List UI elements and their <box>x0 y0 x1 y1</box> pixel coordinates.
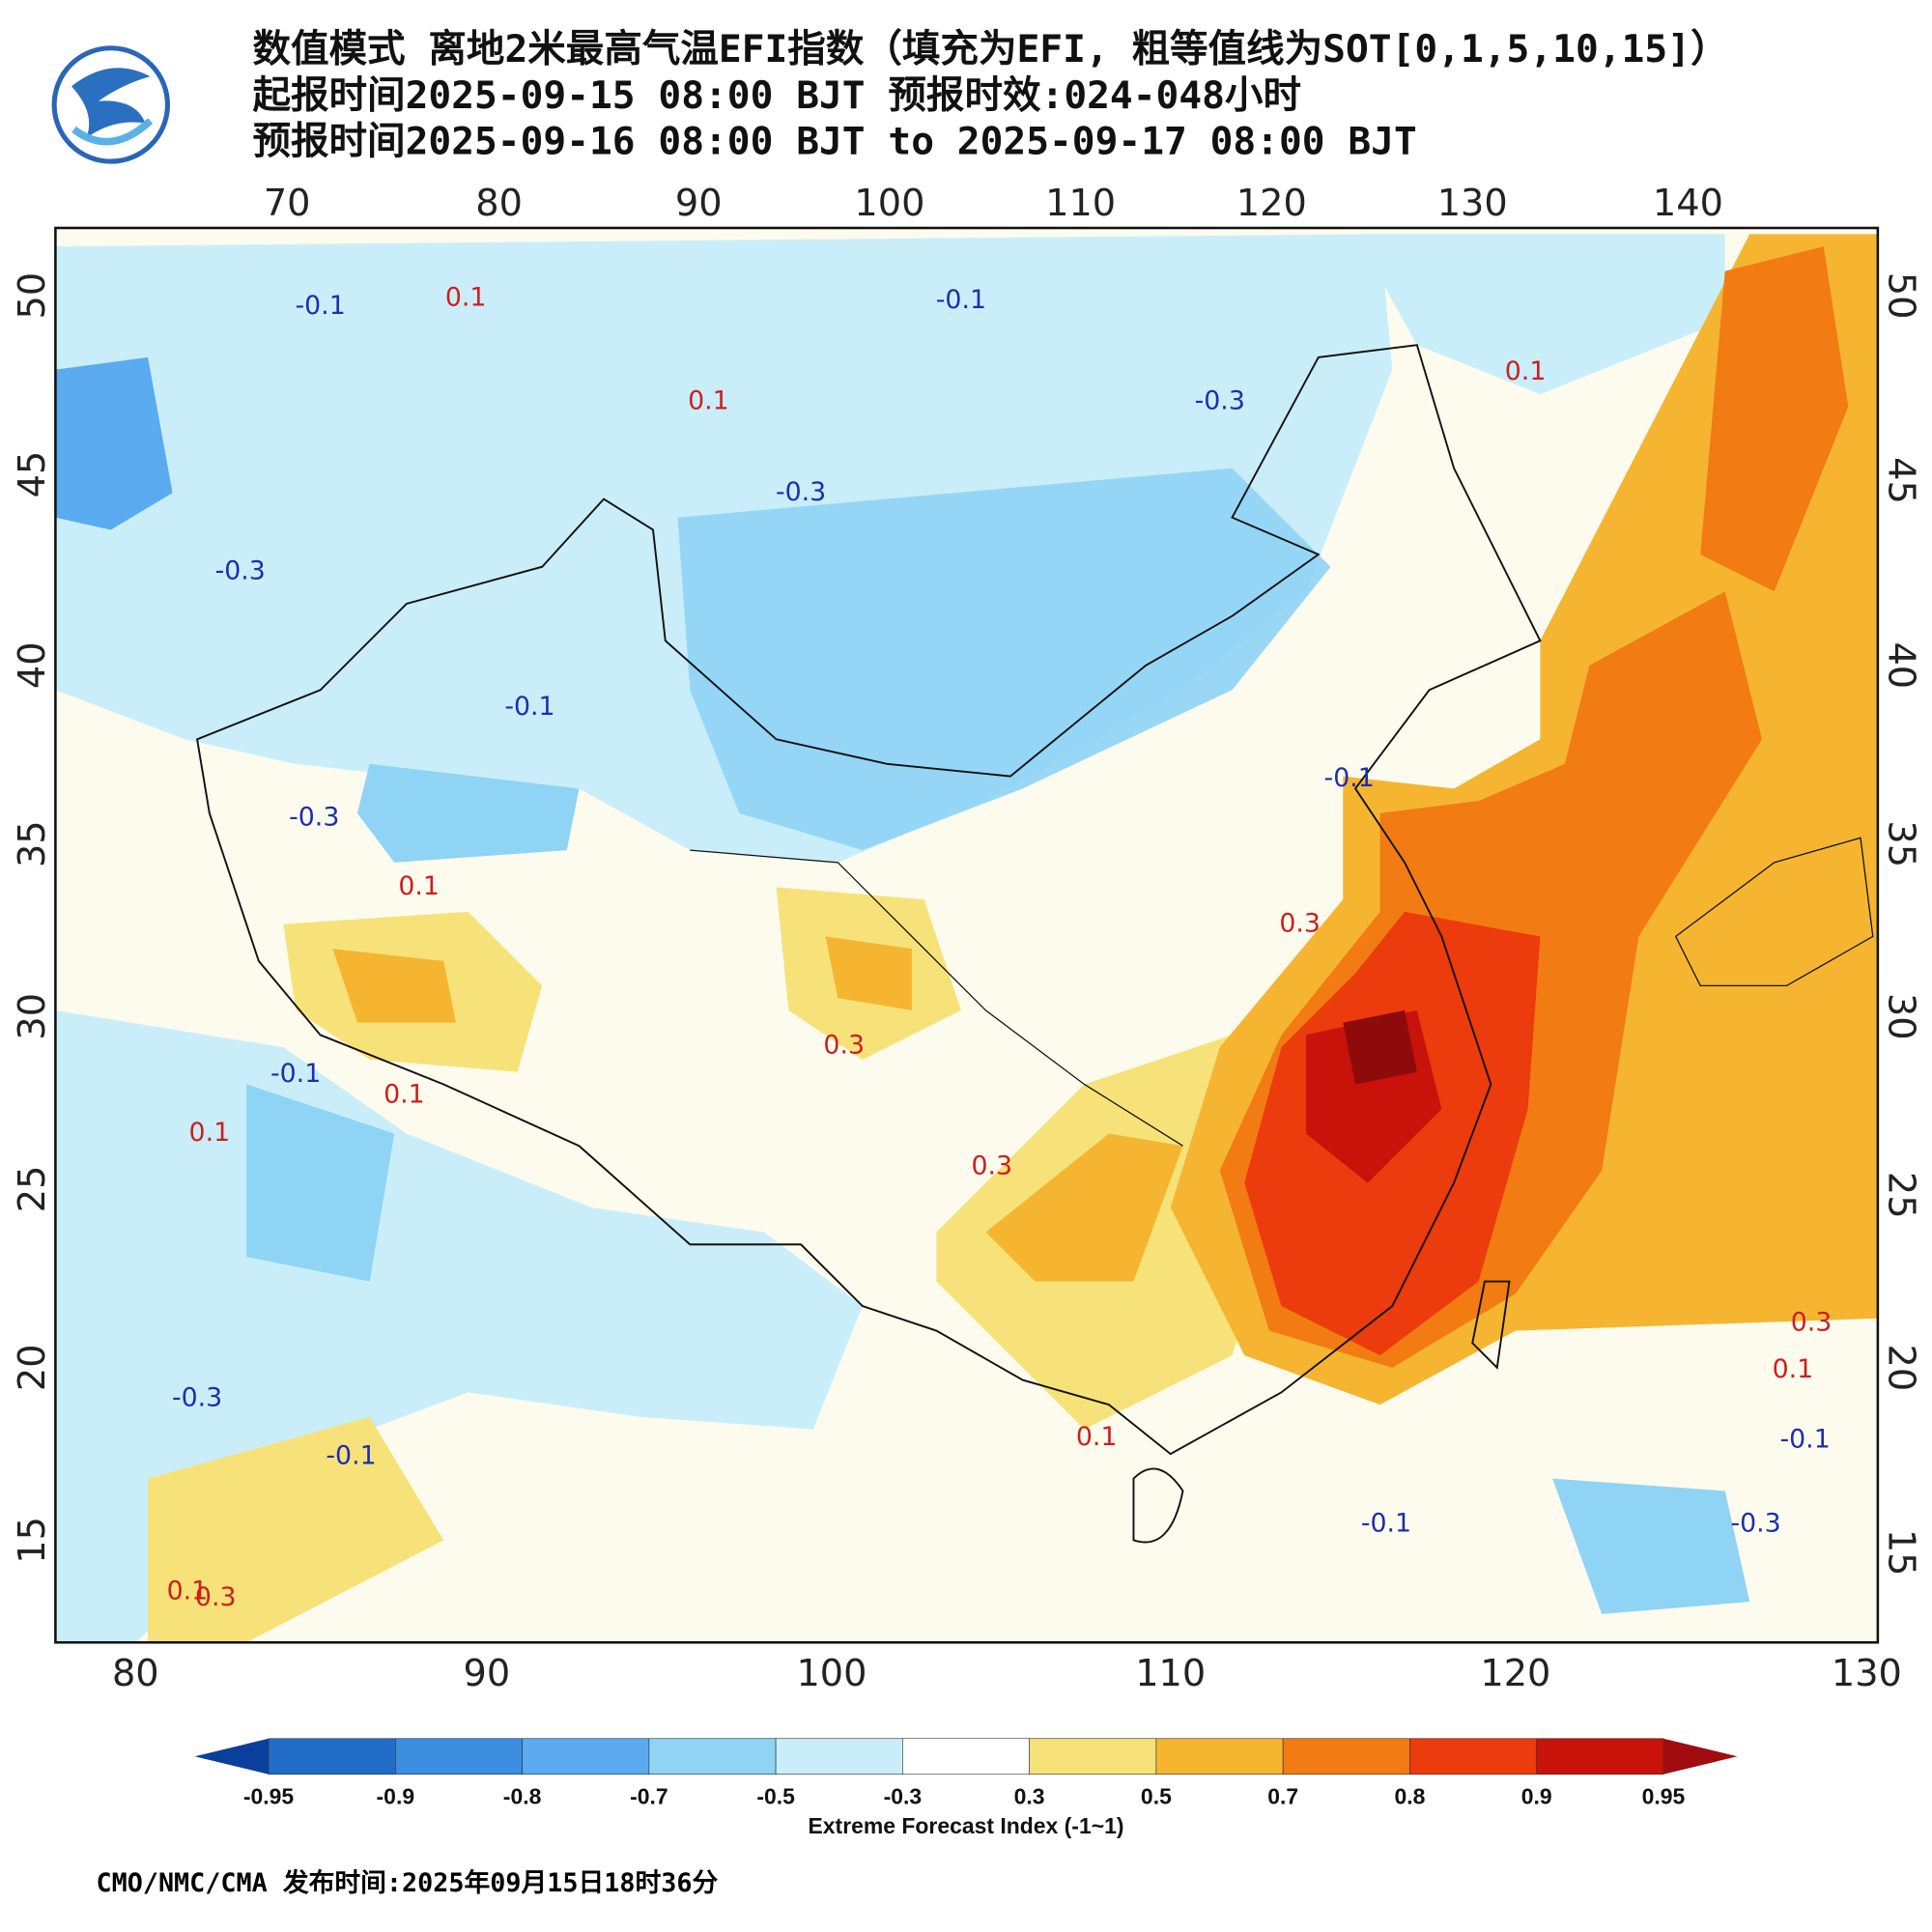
right-lat-label: 20 <box>1879 1344 1922 1391</box>
contour-label: -0.1 <box>936 285 986 315</box>
colorbar-tick-label: 0.8 <box>1394 1783 1425 1808</box>
contour-label: -0.1 <box>504 692 554 722</box>
contour-label: -0.1 <box>1780 1425 1831 1455</box>
bottom-lon-label: 90 <box>463 1652 510 1695</box>
colorbar-segment <box>1282 1738 1410 1776</box>
contour-label: -0.1 <box>270 1059 321 1089</box>
colorbar-tick-label: -0.5 <box>756 1783 795 1808</box>
contour-label: 0.1 <box>167 1577 209 1606</box>
bottom-lon-label: 110 <box>1135 1652 1206 1695</box>
contour-label: 0.3 <box>1279 908 1321 938</box>
contour-labels: -0.1 0.1 -0.10.1 -0.30.1-0.3-0.3-0.10.30.1-… <box>167 282 1833 1612</box>
colorbar-tick-label: 0.9 <box>1521 1783 1552 1808</box>
colorbar-segment <box>1029 1738 1157 1776</box>
colorbar-segment <box>1155 1738 1284 1776</box>
left-lat-label: 30 <box>11 993 54 1040</box>
colorbar-segment <box>1409 1738 1537 1776</box>
contour-label: -0.3 <box>1730 1508 1780 1538</box>
top-lon-label: 140 <box>1653 182 1723 225</box>
bottom-lon-label: 100 <box>796 1652 867 1695</box>
colorbar-segment <box>1536 1738 1664 1776</box>
contour-label: -0.3 <box>1195 385 1245 415</box>
colorbar-segment <box>522 1738 650 1776</box>
map-fill <box>55 227 1878 1643</box>
right-lat-label: 25 <box>1879 1172 1922 1219</box>
contour-label: 0.1 <box>189 1118 231 1148</box>
colorbar-segment <box>395 1738 523 1776</box>
top-lon-label: 100 <box>854 182 924 225</box>
top-lon-label: 90 <box>675 182 723 225</box>
contour-label: -0.1 <box>1361 1508 1411 1538</box>
contour-label: -0.1 <box>296 291 346 321</box>
contour-label: -0.3 <box>215 555 266 585</box>
title-line: 预报时间2025-09-16 08:00 BJT to 2025-09-17 0… <box>252 119 1416 163</box>
colorbar: -0.95 -0.9 -0.8 -0.7 -0.5 -0.3 0.3 0.5 0.7 0.8 0.9… <box>194 1738 1738 1808</box>
left-lat-label: 15 <box>11 1517 54 1564</box>
right-lat-label: 40 <box>1879 641 1922 689</box>
colorbar-tick-label: -0.9 <box>377 1783 415 1808</box>
logo <box>51 45 171 164</box>
colorbar-tick-label: -0.8 <box>503 1783 542 1808</box>
colorbar-tick-label: 0.3 <box>1014 1783 1045 1808</box>
colorbar-arrow <box>1662 1738 1738 1775</box>
contour-label: 0.3 <box>195 1582 237 1612</box>
colorbar-segment <box>268 1738 396 1776</box>
axis-labels: 70 80 90 100 110 120 130 140 80 90 100 110 120 130 50 4… <box>11 182 1922 1695</box>
bottom-lon-label: 120 <box>1480 1652 1550 1695</box>
left-lat-label: 45 <box>11 451 54 498</box>
title-line: 起报时间2025-09-15 08:00 BJT 预报时效:024-048小时 <box>252 73 1301 118</box>
right-lat-label: 50 <box>1879 272 1922 320</box>
contour-label: -0.3 <box>776 477 826 507</box>
colorbar-segment <box>775 1738 903 1776</box>
bottom-lon-label: 130 <box>1832 1652 1902 1695</box>
colorbar-tick-label: -0.95 <box>243 1783 295 1808</box>
colorbar-tick-label: 0.5 <box>1141 1783 1172 1808</box>
map-frame <box>54 226 1880 1644</box>
contour-label: 0.1 <box>445 282 487 312</box>
top-lon-label: 110 <box>1045 182 1116 225</box>
top-lon-label: 70 <box>264 182 311 225</box>
left-lat-label: 40 <box>11 641 54 689</box>
contour-label: -0.1 <box>326 1440 376 1470</box>
contour-label: 0.3 <box>1791 1308 1833 1338</box>
footer: CMO/NMC/CMA 发布时间:2025年09月15日18时36分 <box>96 1867 718 1898</box>
right-lat-label: 15 <box>1879 1529 1922 1577</box>
contour-label: 0.1 <box>398 871 440 901</box>
left-lat-label: 35 <box>11 820 54 867</box>
colorbar-tick-label: -0.3 <box>884 1783 923 1808</box>
contour-label: 0.1 <box>1076 1422 1118 1452</box>
top-lon-label: 80 <box>475 182 523 225</box>
left-lat-label: 25 <box>11 1166 54 1213</box>
borders <box>196 344 1874 1544</box>
colorbar-tick-label: 0.95 <box>1642 1783 1686 1808</box>
contour-label: 0.1 <box>1505 356 1547 386</box>
contour-label: 0.1 <box>1773 1354 1814 1384</box>
contour-label: -0.3 <box>289 803 339 833</box>
colorbar-arrow <box>194 1738 270 1775</box>
colorbar-tick-label: -0.7 <box>630 1783 668 1808</box>
bottom-lon-label: 80 <box>112 1652 159 1695</box>
left-lat-label: 50 <box>11 272 54 320</box>
top-lon-label: 120 <box>1236 182 1307 225</box>
left-lat-label: 20 <box>11 1344 54 1391</box>
contour-label: 0.3 <box>971 1151 1012 1181</box>
colorbar-title: Extreme Forecast Index (-1~1) <box>809 1813 1124 1838</box>
colorbar-segment <box>648 1738 777 1776</box>
right-lat-label: 45 <box>1879 457 1922 504</box>
right-lat-label: 30 <box>1879 993 1922 1040</box>
right-lat-label: 35 <box>1879 820 1922 867</box>
contour-label: -0.1 <box>1324 763 1375 793</box>
contour-label: 0.3 <box>823 1031 865 1061</box>
contour-label: -0.3 <box>172 1382 222 1412</box>
contour-label: 0.1 <box>384 1080 425 1110</box>
title-line: 数值模式 离地2米最高气温EFI指数（填充为EFI, 粗等值线为SOT[0,1,… <box>252 27 1728 71</box>
top-lon-label: 130 <box>1437 182 1508 225</box>
contour-label: 0.1 <box>688 385 729 415</box>
colorbar-tick-label: 0.7 <box>1267 1783 1298 1808</box>
colorbar-segment <box>902 1738 1030 1776</box>
